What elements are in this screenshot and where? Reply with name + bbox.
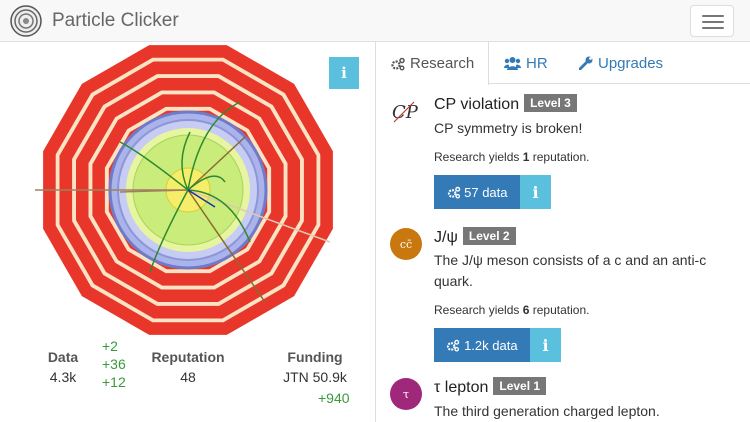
particle-track	[187, 136, 246, 191]
tab-label: Research	[410, 55, 475, 72]
stat-label: Data	[47, 349, 79, 365]
cogs-icon	[391, 57, 405, 70]
particle-track	[187, 101, 241, 191]
particle-track	[187, 189, 251, 243]
yields-number: 1	[522, 150, 530, 164]
yields-text: Research yields	[434, 150, 523, 164]
research-buttons: 57 data i	[434, 175, 551, 209]
floating-gain: +12	[102, 374, 126, 390]
stat-label: Reputation	[151, 349, 225, 365]
stat-value: 48	[180, 369, 196, 385]
research-description: The J/ψ meson consists of a c and an ant…	[434, 252, 707, 289]
name-text: J/ψ	[434, 229, 458, 246]
name-text: CP violation	[434, 96, 520, 113]
particle-track	[119, 141, 189, 191]
cogs-icon	[447, 339, 460, 352]
yields-text: reputation.	[529, 303, 590, 317]
yields-text: reputation.	[529, 150, 590, 164]
research-name: J/ψ Level 2	[434, 227, 516, 247]
stat-funding: Funding JTN 50.9k	[270, 349, 360, 385]
tab-upgrades[interactable]: Upgrades	[579, 42, 663, 84]
level-badge: Level 2	[462, 227, 516, 245]
cost-label: 57 data	[464, 184, 508, 200]
cost-label: 1.2k data	[464, 337, 518, 353]
particle-track	[181, 131, 191, 191]
navbar: Particle Clicker	[0, 0, 750, 42]
level-badge: Level 3	[524, 94, 577, 112]
floating-gain: +36	[102, 356, 126, 372]
hamburger-line	[702, 21, 724, 23]
hamburger-line	[702, 27, 724, 29]
particle-track	[149, 189, 189, 273]
tab-research[interactable]: Research	[377, 42, 490, 85]
info-button[interactable]: i	[520, 175, 551, 209]
info-button[interactable]: i	[530, 328, 561, 362]
tau-icon: τ	[390, 378, 422, 410]
research-buttons: 1.2k data i	[434, 328, 561, 362]
yields-number: 6	[522, 303, 530, 317]
yields-text: Research yields	[434, 303, 523, 317]
stat-label: Funding	[287, 349, 343, 365]
research-name: τ lepton Level 1	[434, 377, 547, 397]
research-description: The third generation charged lepton.	[434, 403, 660, 419]
particle-track	[119, 189, 189, 193]
detector-info-button[interactable]: i	[329, 57, 359, 89]
app-title: Particle Clicker	[52, 10, 179, 31]
particle-track	[187, 175, 226, 191]
particle-track	[187, 189, 216, 208]
logo-icon	[10, 5, 42, 37]
users-icon	[504, 57, 521, 70]
detector-panel	[0, 42, 376, 422]
wrench-icon	[579, 56, 593, 70]
stat-value: JTN 50.9k	[283, 369, 347, 385]
particle-track	[187, 189, 266, 303]
hamburger-icon	[702, 15, 724, 17]
research-yields: Research yields 6 reputation.	[434, 303, 589, 317]
tab-hr[interactable]: HR	[504, 42, 548, 84]
tab-label: HR	[526, 54, 548, 72]
research-button[interactable]: 57 data	[434, 175, 520, 209]
name-text: τ lepton	[434, 379, 489, 396]
research-yields: Research yields 1 reputation.	[434, 150, 589, 164]
research-description: CP symmetry is broken!	[434, 120, 583, 136]
level-badge: Level 1	[493, 377, 547, 395]
menu-button[interactable]	[690, 5, 734, 37]
particle-track	[187, 189, 331, 243]
stat-value: 4.3k	[49, 369, 77, 385]
research-button[interactable]: 1.2k data	[434, 328, 530, 362]
tab-label: Upgrades	[598, 54, 664, 72]
tab-bar: Research HR Upgrades	[377, 42, 750, 85]
detector[interactable]	[0, 42, 376, 342]
stat-reputation: Reputation 48	[138, 349, 238, 385]
research-name: CP violation Level 3	[434, 94, 577, 114]
jpsi-icon: cc̄	[390, 228, 422, 260]
floating-gain: +940	[318, 390, 350, 406]
floating-gain: +2	[102, 338, 118, 354]
stat-data: Data 4.3k	[30, 349, 96, 385]
cp-violation-icon: CP	[392, 101, 419, 123]
cogs-icon	[447, 186, 460, 199]
